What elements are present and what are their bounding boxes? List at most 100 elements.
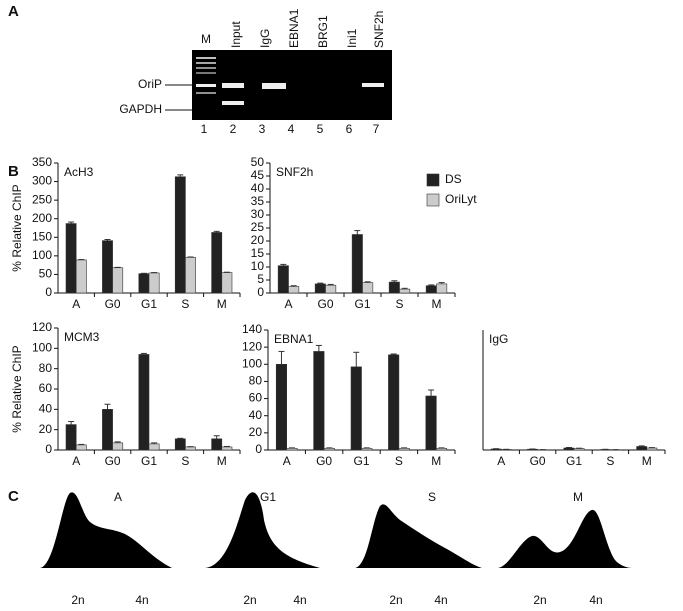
lane-number: 2: [230, 122, 237, 136]
flow-histogram: [498, 509, 632, 568]
flow-x-label: 4n: [293, 593, 306, 607]
flow-title: A: [114, 490, 122, 504]
gel: OriP GAPDH M Input IgG EBNA1 BRG1 Ini1 S…: [119, 8, 392, 136]
y-tick-label: 0: [45, 285, 52, 299]
legend-swatch: [426, 173, 440, 187]
flow-title: S: [428, 490, 436, 504]
x-tick-label: A: [284, 297, 292, 311]
lane-number: 3: [259, 122, 266, 136]
x-tick-label: G1: [353, 454, 369, 468]
lane-label: Input: [229, 21, 243, 48]
y-tick-label: 0: [255, 442, 262, 456]
x-tick-label: M: [642, 454, 652, 468]
bar: [65, 424, 77, 451]
panel-label: C: [8, 488, 19, 505]
bar: [362, 282, 374, 294]
lane-label: M: [201, 32, 211, 46]
y-tick-label: 20: [251, 233, 265, 247]
flow-x-label: 2n: [71, 593, 84, 607]
chart-title: SNF2h: [276, 165, 313, 179]
bar: [112, 267, 124, 294]
lane-number: 6: [346, 122, 353, 136]
lane-label: IgG: [258, 29, 272, 48]
band-label: GAPDH: [119, 102, 162, 116]
y-tick-label: 120: [32, 320, 52, 334]
x-tick-label: G1: [141, 454, 157, 468]
bar: [277, 265, 289, 294]
legend-label: DS: [445, 172, 462, 186]
y-tick-label: 40: [249, 408, 263, 422]
bar: [174, 176, 186, 294]
flow-x-label: 2n: [533, 593, 546, 607]
y-tick-label: 40: [39, 402, 53, 416]
y-tick-label: 100: [32, 341, 52, 355]
flow-x-label: 4n: [434, 593, 447, 607]
flow-histogram: [40, 492, 172, 568]
panel-label: B: [8, 163, 19, 180]
y-axis-label: % Relative ChIP: [10, 345, 24, 432]
bar: [211, 438, 223, 451]
legend-swatch: [426, 193, 440, 207]
y-tick-label: 35: [251, 194, 265, 208]
flow-title: G1: [260, 490, 276, 504]
x-tick-label: M: [431, 454, 441, 468]
lane-label: BRG1: [316, 15, 330, 48]
bar: [288, 286, 300, 294]
x-tick-label: A: [283, 454, 291, 468]
y-tick-label: 100: [32, 248, 52, 262]
x-tick-label: G0: [317, 297, 333, 311]
bar: [435, 447, 448, 451]
bar: [436, 283, 448, 294]
legend-label: OriLyt: [445, 192, 477, 206]
flow-histogram: [205, 492, 320, 568]
bar: [573, 448, 585, 451]
bar: [636, 446, 648, 451]
x-tick-label: M: [432, 297, 442, 311]
x-tick-label: S: [395, 454, 403, 468]
bar: [211, 232, 223, 294]
y-tick-label: 80: [39, 361, 53, 375]
bar: [102, 409, 113, 451]
bar: [221, 272, 233, 294]
y-tick-label: 100: [242, 356, 262, 370]
band-label: OriP: [138, 77, 162, 91]
y-tick-label: 50: [251, 155, 265, 169]
y-tick-label: 10: [251, 259, 265, 273]
chart-title: AcH3: [64, 165, 94, 179]
bar: [313, 351, 325, 451]
bar: [138, 354, 150, 451]
y-tick-label: 0: [45, 442, 52, 456]
bar: [350, 366, 362, 451]
bar: [425, 285, 437, 294]
panel-label: A: [8, 3, 19, 20]
y-tick-label: 250: [32, 192, 52, 206]
flow-x-label: 4n: [135, 593, 148, 607]
y-tick-label: 25: [251, 220, 265, 234]
bar: [398, 447, 410, 451]
bar: [388, 281, 400, 294]
y-tick-label: 0: [257, 285, 264, 299]
x-tick-label: M: [217, 297, 227, 311]
flow-x-label: 4n: [589, 593, 602, 607]
bar: [138, 273, 150, 294]
gel-bands: [196, 57, 384, 105]
x-tick-label: A: [72, 454, 80, 468]
lane-label: SNF2h: [372, 11, 386, 48]
bar: [148, 443, 160, 451]
y-tick-label: 15: [251, 246, 265, 260]
y-tick-label: 150: [32, 229, 52, 243]
y-tick-label: 60: [249, 391, 263, 405]
bar: [325, 284, 337, 294]
flow-title: M: [573, 490, 583, 504]
x-tick-label: G1: [141, 297, 157, 311]
x-tick-label: S: [181, 454, 189, 468]
bar: [314, 283, 326, 294]
y-tick-label: 5: [257, 272, 264, 286]
y-tick-label: 300: [32, 174, 52, 188]
x-tick-label: G0: [105, 454, 121, 468]
bar: [185, 446, 196, 451]
bar: [102, 240, 113, 294]
lane-number: 1: [201, 122, 208, 136]
